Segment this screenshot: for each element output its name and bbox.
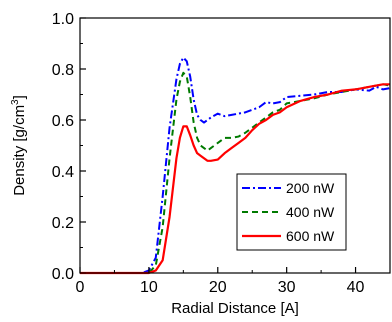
y-tick-label: 0.8 xyxy=(52,62,74,79)
legend-label: 600 nW xyxy=(286,228,335,244)
x-tick-label: 0 xyxy=(76,279,85,296)
y-tick-label: 0.2 xyxy=(52,215,74,232)
series-line-200-nw xyxy=(80,56,391,274)
y-axis-title-close: ] xyxy=(11,95,28,99)
y-axis-title-sup: 3 xyxy=(10,99,21,105)
x-tick-label: 10 xyxy=(140,279,158,296)
x-tick-label: 30 xyxy=(278,279,296,296)
x-tick-label: 40 xyxy=(347,279,365,296)
y-tick-label: 0.4 xyxy=(52,164,74,181)
y-axis-title-main: Density [g/cm xyxy=(11,105,28,196)
y-tick-label: 0.0 xyxy=(52,266,74,283)
legend: 200 nW 400 nW 600 nW xyxy=(236,173,347,251)
ticks-layer: 0 10 20 30 40 0.0 0.2 0.4 0.6 0.8 1.0 xyxy=(52,11,365,296)
series-layer xyxy=(80,56,391,275)
y-tick-label: 0.6 xyxy=(52,113,74,130)
legend-label: 400 nW xyxy=(286,204,335,220)
y-tick-label: 1.0 xyxy=(52,11,74,28)
x-tick-label: 20 xyxy=(209,279,227,296)
x-axis-title: Radial Distance [A] xyxy=(171,300,299,317)
series-line-600-nw xyxy=(80,83,390,275)
legend-label: 200 nW xyxy=(286,180,335,196)
y-axis-title: Density [g/cm3] xyxy=(10,95,28,196)
